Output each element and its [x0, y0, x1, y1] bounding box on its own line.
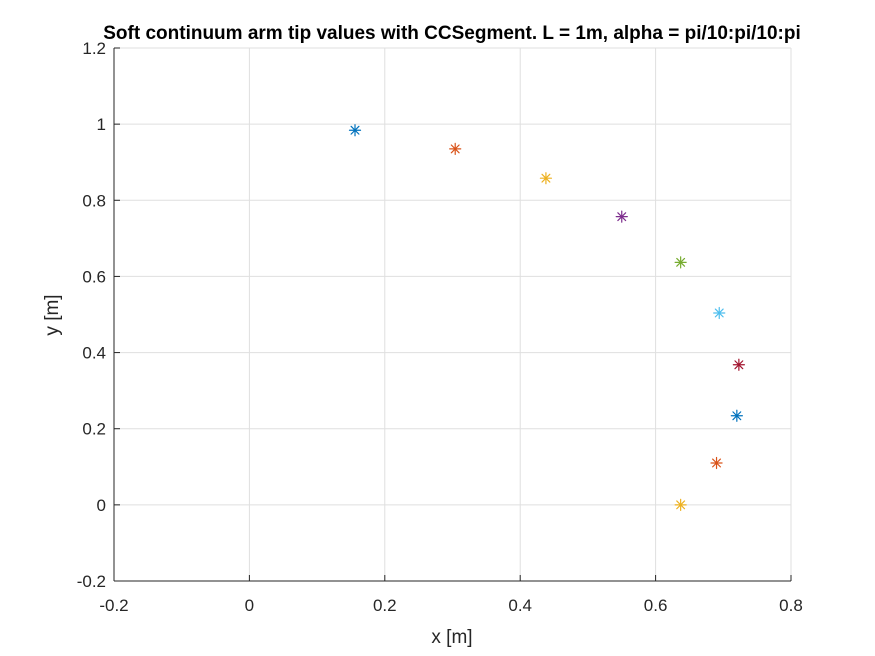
y-tick-label: 0.2 [82, 420, 106, 439]
data-point [713, 306, 726, 320]
y-tick-label: 1.2 [82, 39, 106, 58]
data-point [348, 124, 362, 137]
y-axis-label: y [m] [42, 294, 63, 335]
tick-labels: -0.2 0 0.2 0.4 0.6 0.8 -0.2 0 0.2 0.4 0.6 0.8 1 1.2 [77, 39, 803, 615]
data-point [615, 210, 628, 223]
grid-lines [113, 47, 792, 582]
data-point [674, 498, 687, 511]
x-tick-label: 0.8 [779, 596, 803, 615]
y-tick-label: -0.2 [77, 572, 106, 591]
y-tick-label: 0.8 [82, 191, 106, 210]
data-point [710, 456, 723, 470]
x-tick-label: 0.4 [508, 596, 532, 615]
axes [113, 47, 792, 582]
y-tick-label: 0.6 [82, 267, 106, 286]
x-axis-label: x [m] [431, 627, 472, 648]
x-tick-label: 0 [245, 596, 254, 615]
data-point [732, 358, 745, 371]
data-point [449, 142, 462, 155]
x-tick-label: 0.2 [373, 596, 397, 615]
x-tick-label: 0.6 [644, 596, 668, 615]
plot-area [114, 48, 791, 581]
data-point [730, 409, 743, 422]
x-tick-label: -0.2 [99, 596, 128, 615]
data-point [539, 172, 553, 185]
y-tick-label: 0.4 [82, 344, 106, 363]
y-tick-label: 1 [97, 115, 106, 134]
data-point [674, 256, 687, 269]
data-points [348, 124, 745, 511]
y-tick-label: 0 [97, 496, 106, 515]
chart-title: Soft continuum arm tip values with CCSeg… [103, 23, 801, 44]
